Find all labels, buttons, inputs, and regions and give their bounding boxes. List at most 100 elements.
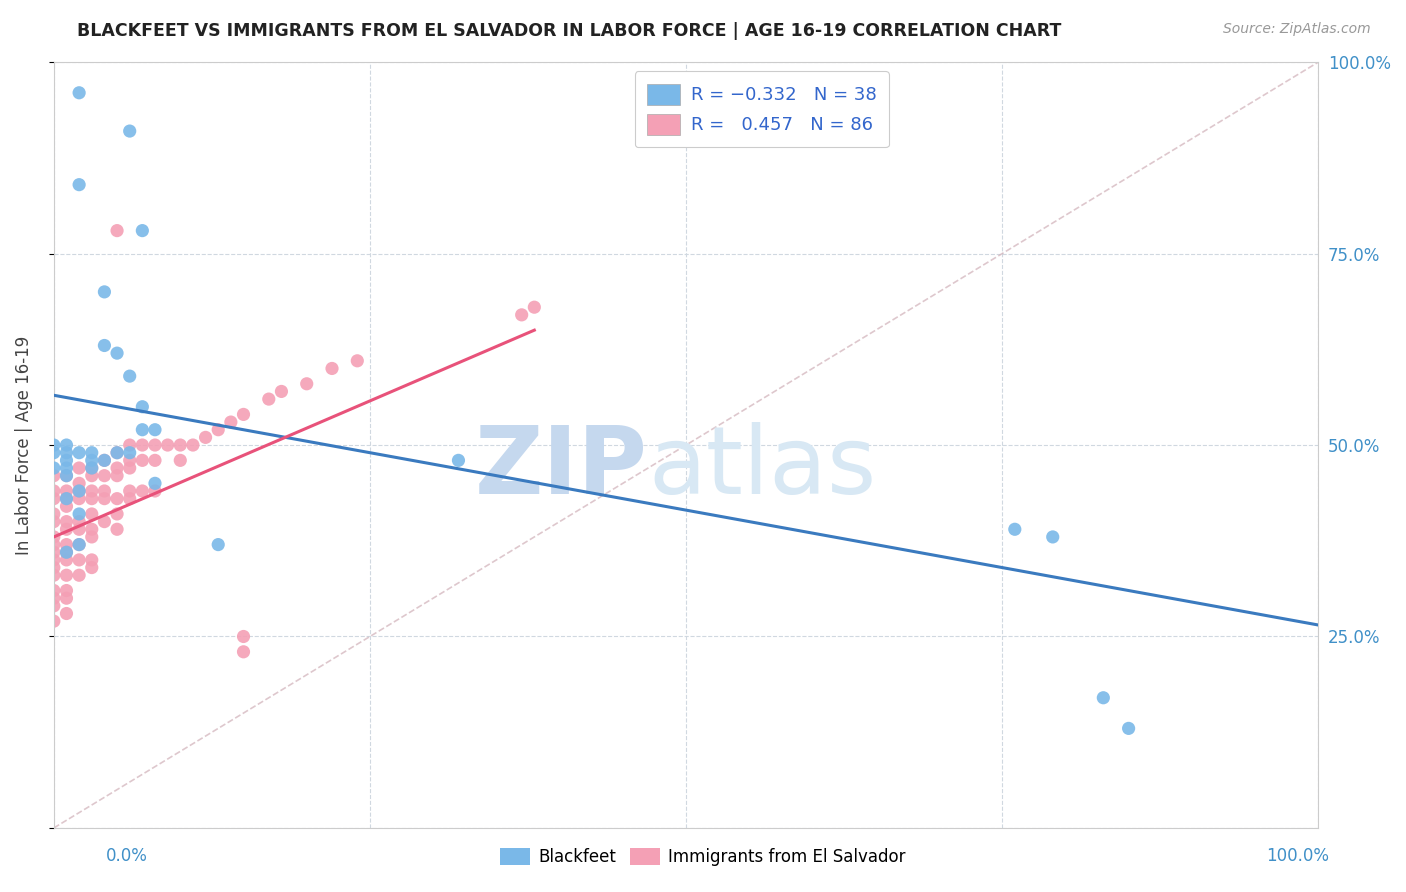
- Point: [80, 453, 103, 467]
- Point: [55, 583, 77, 598]
- Point: [55, 545, 77, 559]
- Point: [270, 384, 292, 399]
- Point: [131, 224, 153, 238]
- Point: [447, 453, 470, 467]
- Point: [42, 468, 65, 483]
- Point: [67, 86, 90, 100]
- Point: [93, 285, 115, 299]
- Point: [80, 560, 103, 574]
- Point: [55, 607, 77, 621]
- Point: [169, 453, 191, 467]
- Point: [55, 446, 77, 460]
- Point: [67, 491, 90, 506]
- Point: [80, 461, 103, 475]
- Point: [510, 308, 533, 322]
- Text: Source: ZipAtlas.com: Source: ZipAtlas.com: [1223, 22, 1371, 37]
- Point: [93, 453, 115, 467]
- Legend: R = −0.332   N = 38, R =   0.457   N = 86: R = −0.332 N = 38, R = 0.457 N = 86: [634, 71, 889, 147]
- Point: [143, 483, 166, 498]
- Point: [55, 538, 77, 552]
- Point: [67, 507, 90, 521]
- Point: [105, 491, 128, 506]
- Point: [143, 423, 166, 437]
- Point: [55, 522, 77, 536]
- Point: [143, 453, 166, 467]
- Point: [1092, 690, 1115, 705]
- Text: ZIP: ZIP: [475, 422, 648, 514]
- Point: [1042, 530, 1064, 544]
- Point: [55, 461, 77, 475]
- Point: [93, 468, 115, 483]
- Point: [80, 522, 103, 536]
- Point: [118, 461, 141, 475]
- Point: [42, 483, 65, 498]
- Point: [80, 553, 103, 567]
- Point: [55, 468, 77, 483]
- Point: [67, 483, 90, 498]
- Point: [207, 423, 229, 437]
- Point: [67, 515, 90, 529]
- Point: [42, 599, 65, 613]
- Point: [321, 361, 343, 376]
- Point: [67, 476, 90, 491]
- Text: BLACKFEET VS IMMIGRANTS FROM EL SALVADOR IN LABOR FORCE | AGE 16-19 CORRELATION : BLACKFEET VS IMMIGRANTS FROM EL SALVADOR…: [77, 22, 1062, 40]
- Point: [55, 500, 77, 514]
- Point: [105, 507, 128, 521]
- Point: [42, 553, 65, 567]
- Point: [346, 353, 368, 368]
- Point: [42, 461, 65, 475]
- Point: [131, 400, 153, 414]
- Point: [55, 491, 77, 506]
- Point: [131, 453, 153, 467]
- Point: [219, 415, 242, 429]
- Point: [55, 591, 77, 606]
- Point: [55, 438, 77, 452]
- Point: [295, 376, 318, 391]
- Point: [80, 491, 103, 506]
- Point: [105, 446, 128, 460]
- Text: 0.0%: 0.0%: [105, 847, 148, 864]
- Y-axis label: In Labor Force | Age 16-19: In Labor Force | Age 16-19: [15, 335, 32, 555]
- Point: [67, 538, 90, 552]
- Point: [93, 453, 115, 467]
- Point: [1004, 522, 1026, 536]
- Point: [118, 124, 141, 138]
- Point: [67, 446, 90, 460]
- Text: atlas: atlas: [648, 422, 876, 514]
- Point: [105, 446, 128, 460]
- Point: [143, 438, 166, 452]
- Point: [42, 560, 65, 574]
- Point: [67, 553, 90, 567]
- Point: [257, 392, 280, 406]
- Point: [93, 515, 115, 529]
- Point: [156, 438, 179, 452]
- Point: [80, 530, 103, 544]
- Point: [131, 423, 153, 437]
- Point: [80, 507, 103, 521]
- Point: [232, 645, 254, 659]
- Point: [55, 553, 77, 567]
- Point: [42, 515, 65, 529]
- Point: [55, 545, 77, 559]
- Point: [42, 538, 65, 552]
- Point: [55, 468, 77, 483]
- Point: [194, 430, 217, 444]
- Point: [181, 438, 204, 452]
- Point: [67, 483, 90, 498]
- Point: [131, 483, 153, 498]
- Point: [80, 446, 103, 460]
- Point: [55, 491, 77, 506]
- Point: [93, 483, 115, 498]
- Point: [42, 591, 65, 606]
- Point: [67, 568, 90, 582]
- Point: [67, 538, 90, 552]
- Point: [105, 522, 128, 536]
- Point: [67, 178, 90, 192]
- Point: [118, 446, 141, 460]
- Point: [207, 538, 229, 552]
- Point: [67, 461, 90, 475]
- Point: [42, 491, 65, 506]
- Point: [93, 491, 115, 506]
- Point: [1118, 722, 1140, 736]
- Point: [42, 545, 65, 559]
